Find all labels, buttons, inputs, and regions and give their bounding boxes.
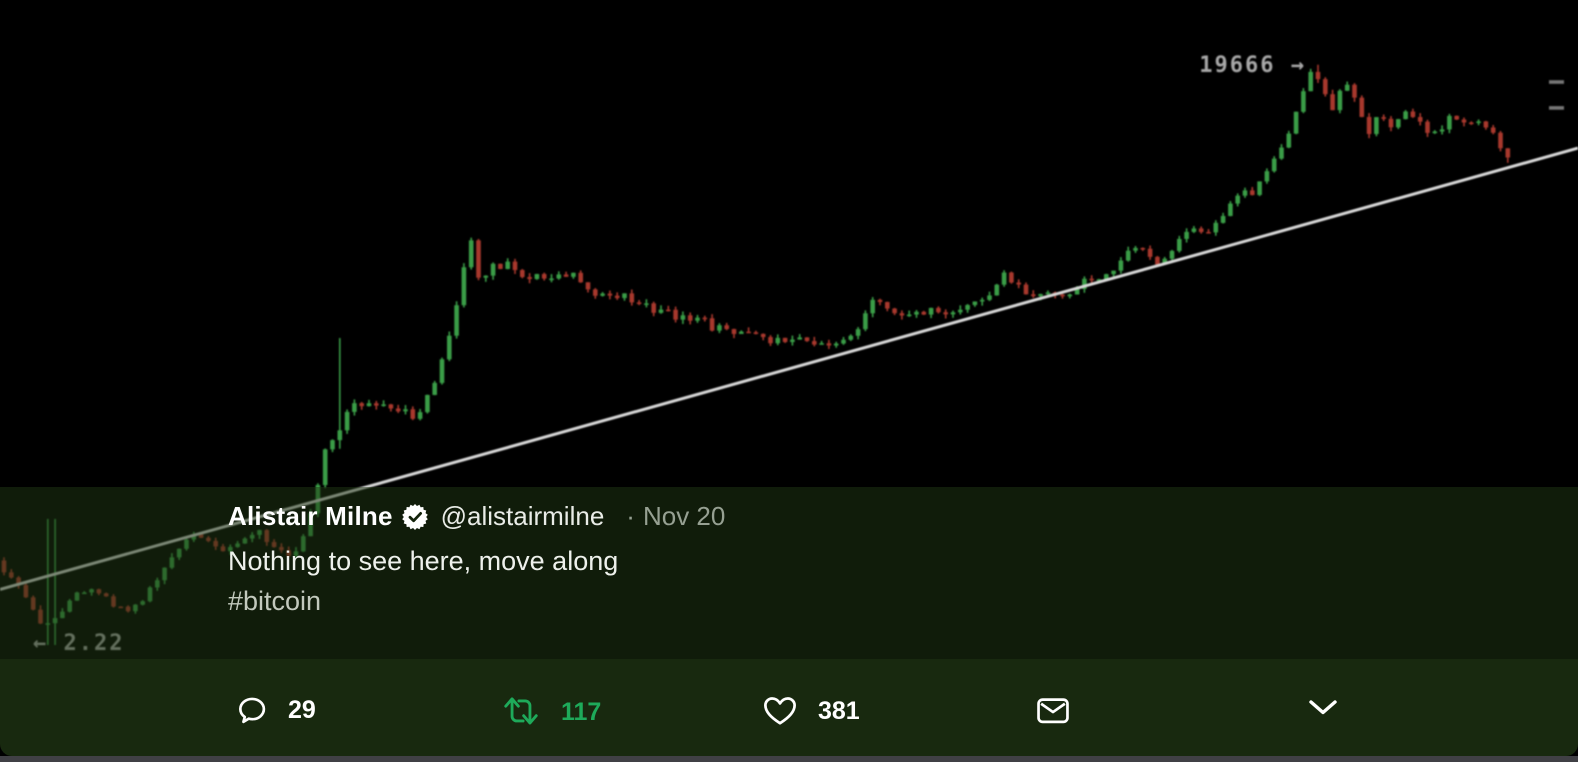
envelope-icon[interactable] — [1035, 695, 1071, 726]
like-count: 381 — [818, 696, 860, 725]
hashtag-link[interactable]: #bitcoin — [228, 586, 322, 616]
high-price-label: 19666 → — [1199, 53, 1306, 78]
expand-button[interactable] — [1308, 699, 1338, 716]
message-button[interactable] — [1035, 695, 1071, 726]
like-button[interactable]: 381 — [762, 695, 860, 727]
separator-dot: · — [626, 501, 635, 531]
tweet-text-line: Nothing to see here, move along — [228, 546, 619, 576]
reply-button[interactable]: 29 — [236, 695, 316, 726]
heart-icon[interactable] — [762, 695, 798, 727]
retweet-count: 117 — [561, 697, 602, 726]
tweet-header: Alistair Milne @alistairmilne · Nov 20 — [228, 501, 725, 532]
page-background-strip — [0, 756, 1578, 762]
author-name[interactable]: Alistair Milne — [228, 501, 393, 531]
retweet-button[interactable]: 117 — [501, 695, 601, 729]
retweet-icon[interactable] — [501, 695, 541, 729]
chevron-down-icon[interactable] — [1308, 699, 1338, 716]
reply-bubble-icon[interactable] — [236, 695, 268, 726]
author-handle[interactable]: @alistairmilne — [440, 501, 605, 531]
reply-count: 29 — [288, 696, 316, 724]
tweet-text: Nothing to see here, move along #bitcoin — [228, 541, 618, 621]
timestamp[interactable]: Nov 20 — [642, 501, 726, 531]
verified-badge-icon — [401, 503, 429, 531]
price-axis-ticks — [1549, 80, 1564, 110]
